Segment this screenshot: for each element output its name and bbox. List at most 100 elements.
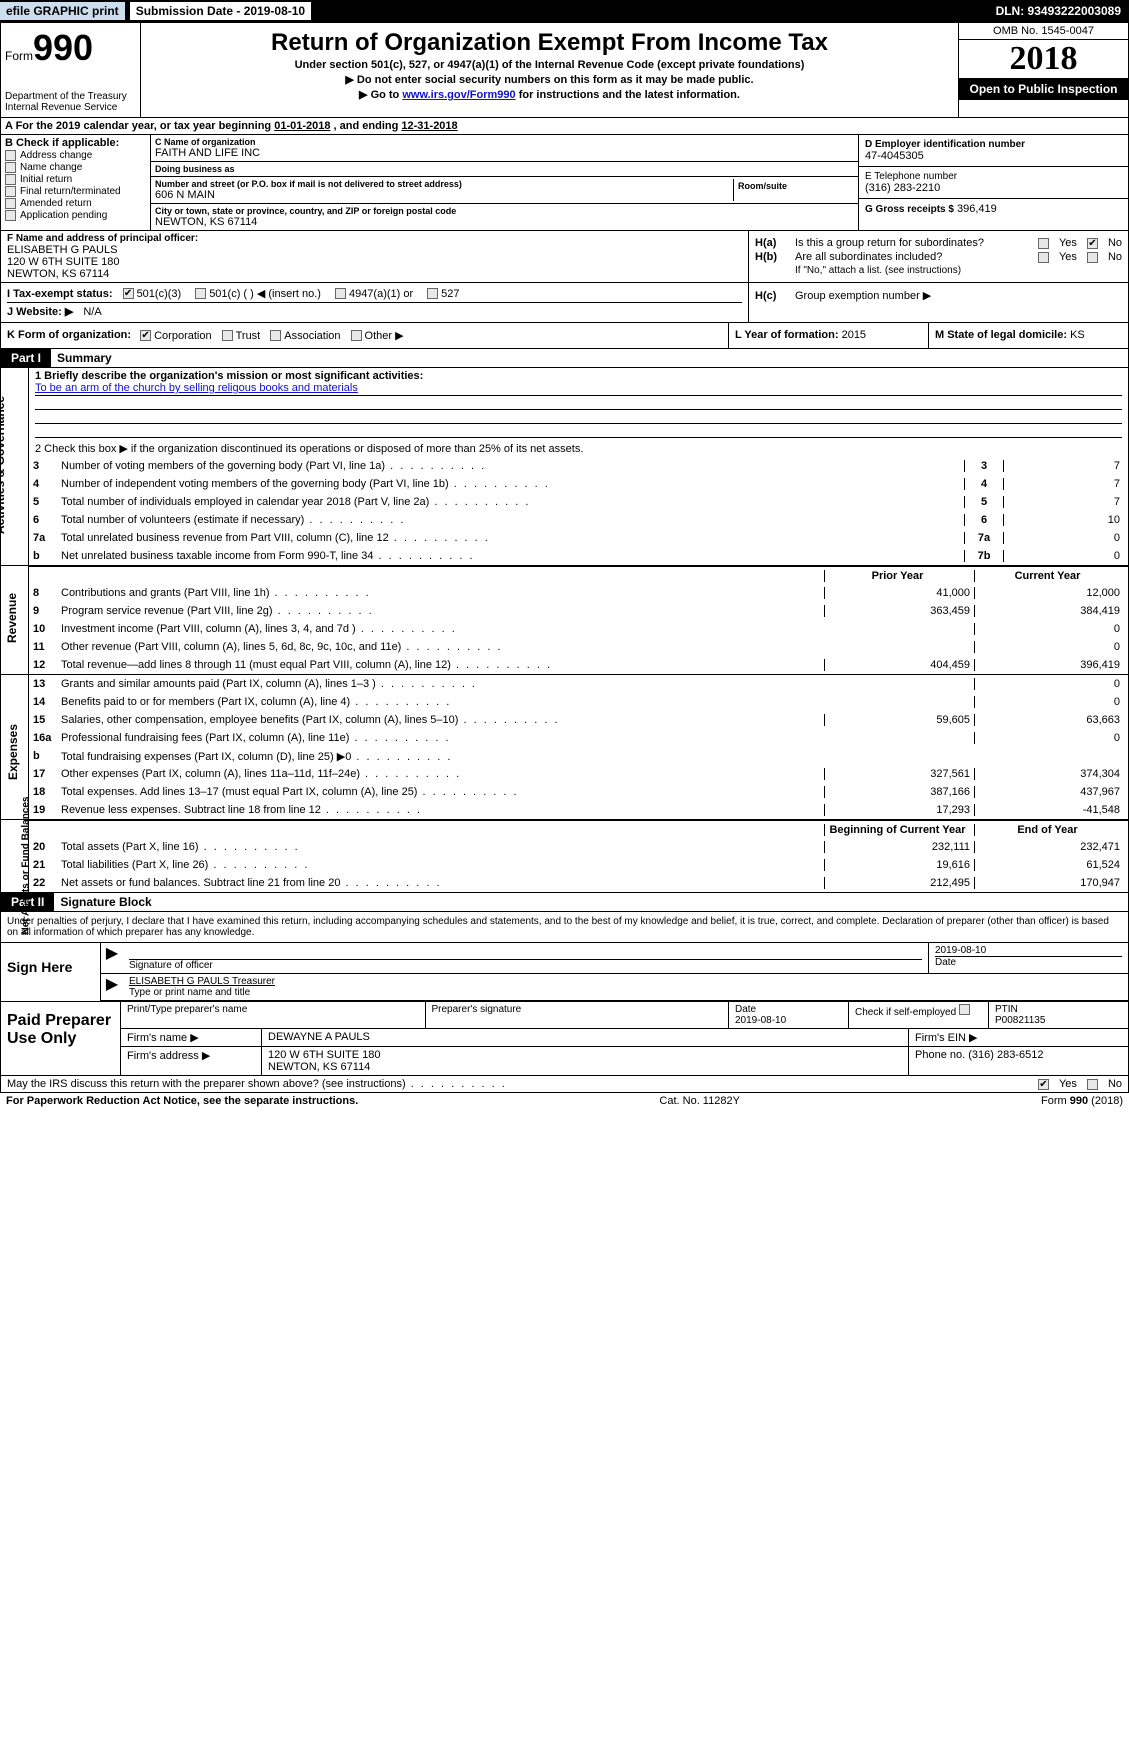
hb-yes-checkbox[interactable] — [1038, 252, 1049, 263]
b-option-label: Final return/terminated — [20, 186, 121, 197]
f-label: F Name and address of principal officer: — [7, 233, 742, 244]
j-label: J Website: ▶ — [7, 305, 73, 318]
officer-addr1: 120 W 6TH SUITE 180 — [7, 256, 742, 268]
section-b: B Check if applicable: Address changeNam… — [1, 135, 151, 230]
k-checkbox[interactable] — [270, 330, 281, 341]
k-checkbox[interactable] — [140, 330, 151, 341]
self-employed-hdr: Check if self-employed — [848, 1002, 988, 1028]
summary-balances: Net Assets or Fund Balances Beginning of… — [0, 820, 1129, 893]
officer-addr2: NEWTON, KS 67114 — [7, 268, 742, 280]
summary-line: 6Total number of volunteers (estimate if… — [29, 511, 1128, 529]
b-option: Final return/terminated — [5, 186, 146, 197]
part-i-tag: Part I — [1, 349, 51, 367]
ha-yes-checkbox[interactable] — [1038, 238, 1049, 249]
summary-line: 13Grants and similar amounts paid (Part … — [29, 675, 1128, 693]
irs-link[interactable]: www.irs.gov/Form990 — [402, 89, 515, 101]
cat-revenue: Revenue — [5, 593, 19, 643]
block-ij-hc: I Tax-exempt status: 501(c)(3) 501(c) ( )… — [0, 283, 1129, 323]
year-formation: 2015 — [842, 329, 866, 341]
i-checkbox[interactable] — [427, 288, 438, 299]
e-label: E Telephone number — [865, 171, 1122, 182]
signature-label: Signature of officer — [129, 959, 922, 971]
i-label: I Tax-exempt status: — [7, 288, 113, 300]
b-checkbox[interactable] — [5, 150, 16, 161]
part-ii-title: Signature Block — [54, 893, 157, 911]
i-checkbox[interactable] — [123, 288, 134, 299]
footer-mid: Cat. No. 11282Y — [659, 1095, 740, 1107]
city-label: City or town, state or province, country… — [155, 206, 854, 216]
k-checkbox[interactable] — [351, 330, 362, 341]
summary-line: bTotal fundraising expenses (Part IX, co… — [29, 747, 1128, 765]
i-checkbox[interactable] — [335, 288, 346, 299]
section-k: K Form of organization: CorporationTrust… — [1, 323, 728, 348]
signature-block: Under penalties of perjury, I declare th… — [0, 912, 1129, 1002]
state-domicile: KS — [1070, 329, 1085, 341]
self-employed-checkbox[interactable] — [959, 1004, 970, 1015]
form-title: Return of Organization Exempt From Incom… — [149, 29, 950, 57]
footer-left: For Paperwork Reduction Act Notice, see … — [6, 1095, 358, 1107]
dba-label: Doing business as — [155, 164, 854, 174]
block-bcdeg: B Check if applicable: Address changeNam… — [0, 135, 1129, 231]
b-checkbox[interactable] — [5, 198, 16, 209]
form-subtitle: Under section 501(c), 527, or 4947(a)(1)… — [149, 59, 950, 71]
firm-name: DEWAYNE A PAULS — [261, 1029, 908, 1046]
firm-addr1: 120 W 6TH SUITE 180 — [268, 1049, 902, 1061]
i-checkbox[interactable] — [195, 288, 206, 299]
discuss-no-checkbox[interactable] — [1087, 1079, 1098, 1090]
page-footer: For Paperwork Reduction Act Notice, see … — [0, 1093, 1129, 1109]
ein-value: 47-4045305 — [865, 150, 1122, 162]
cat-governance: Activities & Governance — [0, 396, 7, 534]
summary-line: 5Total number of individuals employed in… — [29, 493, 1128, 511]
d-label: D Employer identification number — [865, 139, 1122, 150]
ha-no-checkbox[interactable] — [1087, 238, 1098, 249]
summary-line: 4Number of independent voting members of… — [29, 475, 1128, 493]
k-option: Association — [270, 330, 340, 342]
org-name: FAITH AND LIFE INC — [155, 147, 854, 159]
k-checkbox[interactable] — [222, 330, 233, 341]
b-checkbox[interactable] — [5, 162, 16, 173]
b-checkbox[interactable] — [5, 186, 16, 197]
sign-here-label: Sign Here — [1, 942, 101, 1001]
c-name-label: C Name of organization — [155, 137, 854, 147]
form-number: 990 — [33, 27, 93, 68]
i-option: 501(c)(3) — [123, 288, 182, 300]
k-option: Trust — [222, 330, 261, 342]
b-checkbox[interactable] — [5, 174, 16, 185]
i-option: 527 — [427, 288, 459, 300]
summary-governance: Activities & Governance 1 Briefly descri… — [0, 368, 1129, 566]
phone-value: (316) 283-2210 — [865, 182, 1122, 194]
b-option-label: Amended return — [20, 198, 92, 209]
cat-balances: Net Assets or Fund Balances — [21, 796, 32, 934]
prep-date-hdr: Date — [735, 1004, 842, 1015]
sign-date: 2019-08-10 — [935, 945, 1122, 956]
form-prefix: Form — [5, 49, 33, 63]
g-label: G Gross receipts $ — [865, 204, 954, 215]
hb-no-checkbox[interactable] — [1087, 252, 1098, 263]
discuss-yes-checkbox[interactable] — [1038, 1079, 1049, 1090]
b-option: Address change — [5, 150, 146, 161]
prep-date: 2019-08-10 — [735, 1015, 842, 1026]
section-c: C Name of organization FAITH AND LIFE IN… — [151, 135, 858, 230]
hb-text: Are all subordinates included? — [795, 251, 942, 263]
summary-line: 20Total assets (Part X, line 16)232,1112… — [29, 838, 1128, 856]
firm-addr-label: Firm's address ▶ — [121, 1047, 261, 1075]
firm-name-label: Firm's name ▶ — [121, 1029, 261, 1046]
summary-expenses: Expenses 13Grants and similar amounts pa… — [0, 675, 1129, 820]
b-checkbox[interactable] — [5, 210, 16, 221]
summary-line: 14Benefits paid to or for members (Part … — [29, 693, 1128, 711]
i-option: 501(c) ( ) ◀ (insert no.) — [195, 287, 321, 300]
section-m: M State of legal domicile: KS — [928, 323, 1128, 348]
perjury-text: Under penalties of perjury, I declare th… — [1, 912, 1128, 942]
b-option-label: Initial return — [20, 174, 72, 185]
officer-print-name: ELISABETH G PAULS Treasurer — [129, 976, 1122, 987]
summary-revenue: Revenue Prior Year Current Year 8Contrib… — [0, 566, 1129, 675]
paid-preparer-label: Paid Preparer Use Only — [1, 1002, 121, 1075]
b-option-label: Address change — [20, 150, 92, 161]
block-klm: K Form of organization: CorporationTrust… — [0, 323, 1129, 349]
street-value: 606 N MAIN — [155, 189, 733, 201]
ptin-hdr: PTIN — [995, 1004, 1122, 1015]
print-name-label: Type or print name and title — [129, 987, 1122, 998]
dept-irs: Internal Revenue Service — [5, 102, 136, 113]
arrow-icon: ▶ — [101, 943, 123, 973]
dept-treasury: Department of the Treasury — [5, 91, 136, 102]
